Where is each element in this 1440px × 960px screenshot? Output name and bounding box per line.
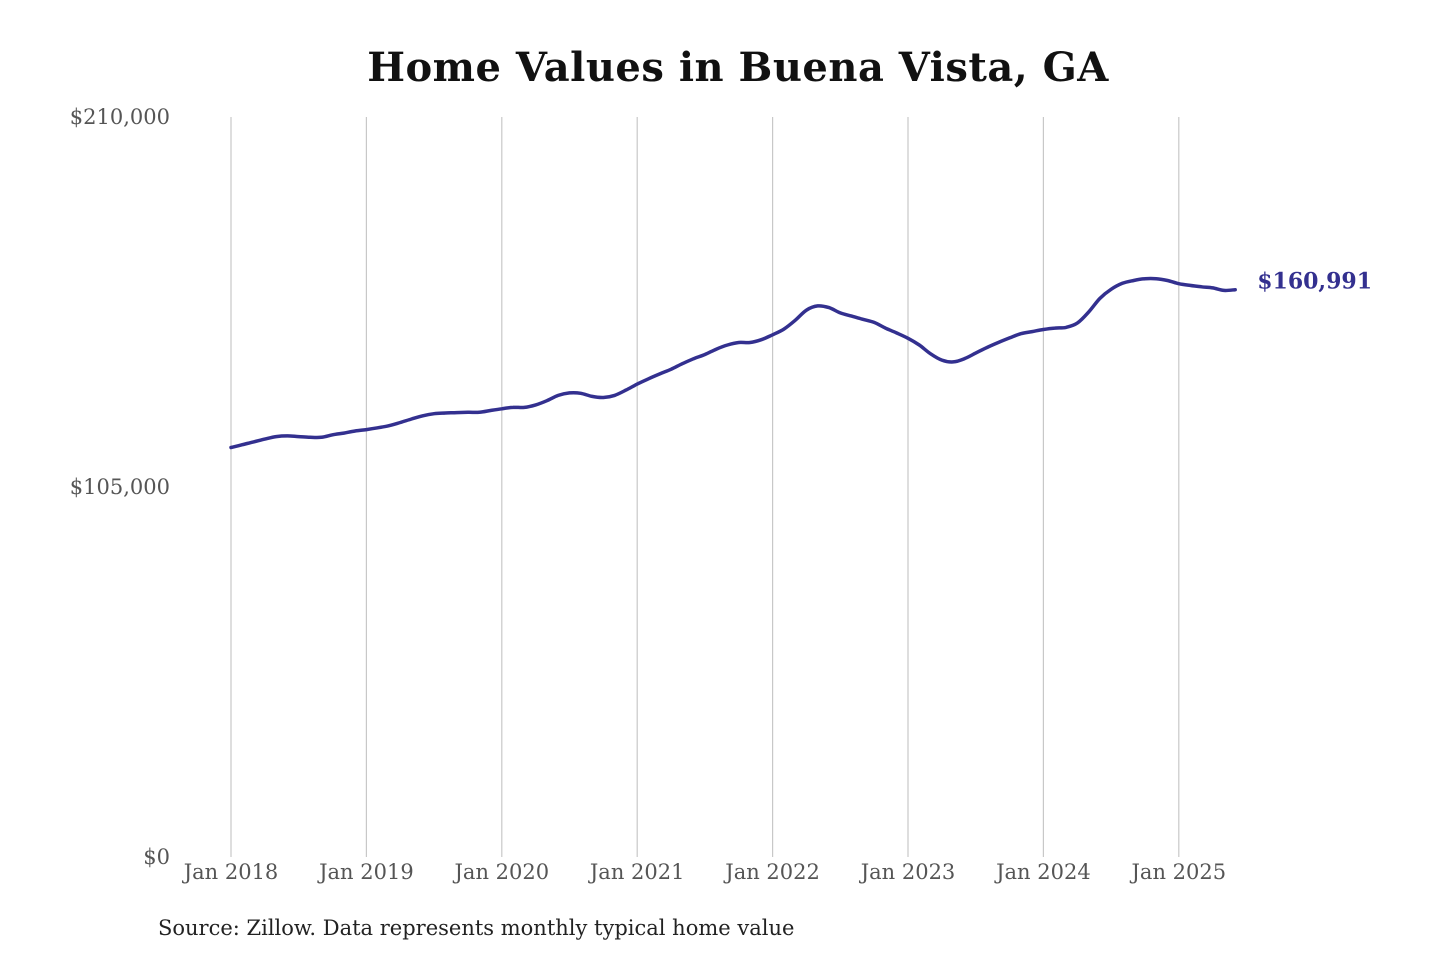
- x-tick-label: Jan 2021: [588, 860, 685, 884]
- x-tick-label: Jan 2019: [317, 860, 414, 884]
- gridlines: [230, 117, 1180, 857]
- y-tick-label: $105,000: [70, 475, 170, 499]
- x-tick-label: Jan 2020: [453, 860, 550, 884]
- y-tick-label: $0: [143, 845, 170, 869]
- end-value-label: $160,991: [1257, 269, 1372, 295]
- chart-title: Home Values in Buena Vista, GA: [367, 44, 1109, 91]
- x-tick-label: Jan 2022: [723, 860, 820, 884]
- x-tick-label: Jan 2024: [994, 860, 1091, 884]
- home-value-line: [229, 276, 1237, 450]
- x-tick-label: Jan 2018: [182, 860, 279, 884]
- x-axis: Jan 2018 Jan 2019 Jan 2020 Jan 2021 Jan 2022…: [182, 860, 1226, 884]
- y-tick-label: $210,000: [70, 105, 170, 129]
- source-note: Source: Zillow. Data represents monthly …: [158, 916, 795, 940]
- x-tick-label: Jan 2025: [1130, 860, 1227, 884]
- x-tick-label: Jan 2023: [859, 860, 956, 884]
- y-axis: $0 $105,000 $210,000: [70, 105, 170, 869]
